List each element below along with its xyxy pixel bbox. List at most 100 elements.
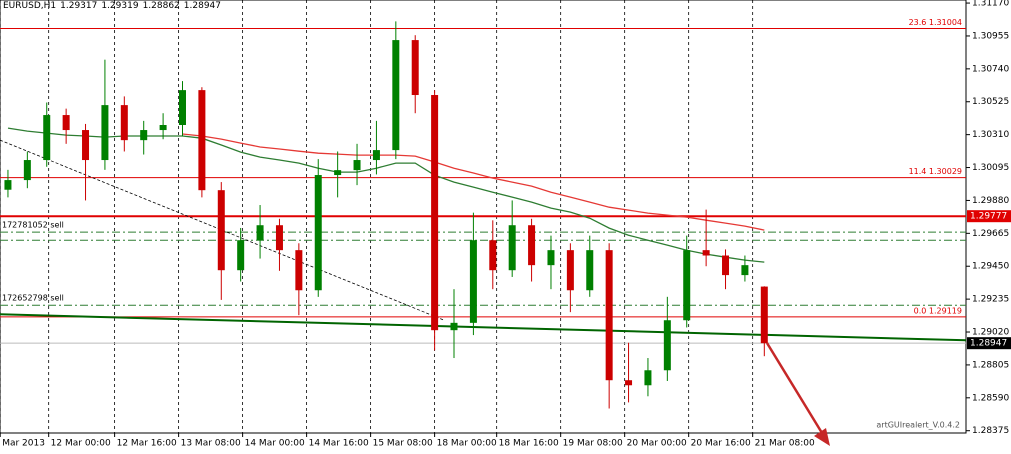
- candle-body: [760, 286, 768, 344]
- y-tick-label: 1.29020: [972, 328, 1009, 338]
- y-tick-label: 1.30740: [972, 64, 1009, 74]
- y-tick-label: 1.30525: [972, 97, 1009, 107]
- candle: [528, 218, 536, 282]
- candle-body: [625, 380, 633, 386]
- open: 1.29317: [60, 1, 98, 11]
- candle-body: [566, 250, 574, 291]
- candle: [178, 81, 186, 137]
- candle: [353, 143, 361, 186]
- y-tick-label: 1.29880: [972, 196, 1009, 206]
- low: 1.28862: [142, 1, 180, 11]
- y-tick-label: 1.29665: [972, 229, 1009, 239]
- candle: [140, 120, 148, 155]
- candle: [702, 209, 710, 267]
- candle-body: [683, 250, 691, 321]
- trendline: [0, 313, 967, 342]
- candle: [372, 120, 380, 175]
- header: EURUSD,H1 1.29317 1.29319 1.28862 1.28947: [3, 1, 225, 11]
- x-tick-label: 19 Mar 08:00: [563, 439, 623, 449]
- moving-average: [182, 133, 765, 231]
- candle: [120, 96, 128, 152]
- candle: [101, 59, 109, 170]
- x-tick-label: 18 Mar 16:00: [499, 439, 559, 449]
- candle-body: [702, 250, 710, 256]
- candle: [605, 243, 613, 409]
- candle-body: [23, 160, 31, 181]
- candle-body: [741, 265, 749, 276]
- alert-price-label: 1.29777: [970, 212, 1007, 222]
- arrow-head: [814, 428, 830, 446]
- y-tick-label: 1.28590: [972, 393, 1009, 403]
- symbol: EURUSD,H1: [3, 1, 57, 11]
- candle: [489, 220, 497, 290]
- candle: [275, 218, 283, 271]
- candle-body: [43, 115, 51, 161]
- candle: [256, 205, 264, 259]
- candle-body: [275, 225, 283, 251]
- candle: [625, 342, 633, 403]
- candle-body: [508, 225, 516, 271]
- candle: [237, 227, 245, 282]
- candle: [566, 243, 574, 313]
- x-tick-label: 14 Mar 16:00: [309, 439, 369, 449]
- candle-body: [198, 90, 206, 191]
- candle-body: [469, 240, 477, 323]
- x-tick-label: 12 Mar 16:00: [117, 439, 177, 449]
- candle-body: [120, 105, 128, 141]
- x-tick-label: Mar 2013: [2, 439, 45, 449]
- candle-body: [295, 250, 303, 291]
- order-label: 172781052 sell: [2, 221, 64, 230]
- candle: [741, 255, 749, 282]
- candle-body: [159, 125, 167, 131]
- candle: [198, 87, 206, 198]
- candle-body: [644, 370, 652, 386]
- candle-body: [489, 240, 497, 271]
- candle: [295, 243, 303, 316]
- bid-label: 1.28947: [970, 339, 1007, 349]
- x-tick-label: 12 Mar 00:00: [51, 439, 111, 449]
- watermark: artGUIrealert_V.0.4.2: [876, 421, 960, 430]
- candle-body: [528, 225, 536, 266]
- candle-body: [256, 225, 264, 241]
- x-tick-label: 20 Mar 00:00: [627, 439, 687, 449]
- candle: [62, 108, 70, 144]
- x-tick-label: 21 Mar 08:00: [755, 439, 815, 449]
- arrow-shaft: [765, 342, 824, 434]
- candle: [431, 90, 439, 351]
- candle: [314, 159, 322, 297]
- forecast-arrow: [765, 342, 830, 446]
- candle-body: [62, 115, 70, 131]
- candle-body: [372, 150, 380, 161]
- candle: [760, 286, 768, 357]
- fib-label: 0.0 1.29119: [914, 306, 962, 315]
- alert-price-box: [967, 210, 1011, 223]
- candle: [586, 235, 594, 297]
- candle: [663, 296, 671, 381]
- candle-body: [178, 90, 186, 126]
- x-tick-label: 13 Mar 08:00: [181, 439, 241, 449]
- y-tick-label: 1.28805: [972, 360, 1009, 370]
- bid-box: [967, 337, 1011, 350]
- candle: [334, 151, 342, 198]
- candle-body: [353, 160, 361, 171]
- candle: [547, 235, 555, 290]
- candle-body: [217, 190, 225, 271]
- candle-body: [411, 40, 419, 96]
- y-tick-label: 1.28375: [972, 426, 1009, 436]
- candle: [217, 182, 225, 300]
- candle: [469, 212, 477, 336]
- order-label: 172652798 sell: [2, 294, 64, 303]
- x-tick-label: 20 Mar 16:00: [691, 439, 751, 449]
- candle: [644, 358, 652, 397]
- candle-body: [722, 255, 730, 276]
- fib-label: 23.6 1.31004: [909, 18, 962, 27]
- candle-body: [237, 240, 245, 271]
- candle-body: [101, 105, 109, 161]
- moving-average: [7, 127, 765, 263]
- candle: [82, 123, 90, 201]
- close: 1.28947: [183, 1, 221, 11]
- x-tick-label: 14 Mar 00:00: [245, 439, 305, 449]
- y-tick-label: 1.30955: [972, 31, 1009, 41]
